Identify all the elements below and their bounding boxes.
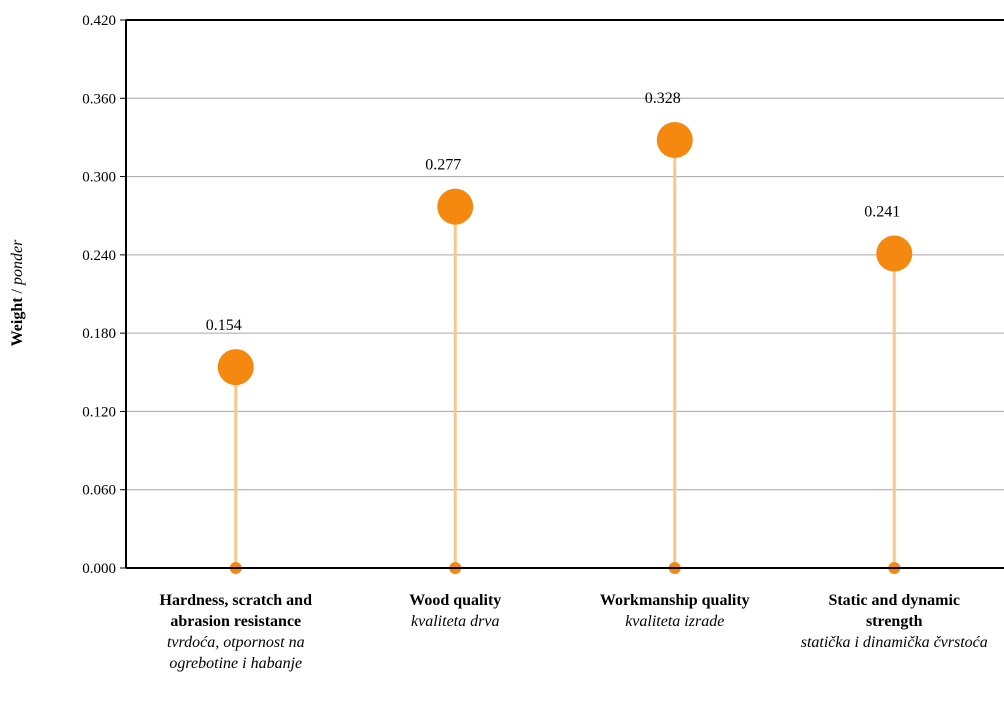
y-axis-label-separator: / — [9, 285, 26, 297]
category-label: Static and dynamic strength statička i d… — [799, 590, 989, 653]
value-marker — [656, 122, 693, 159]
category-label-en: Wood quality — [409, 592, 502, 609]
data-label: 0.277 — [425, 157, 461, 174]
category-label-hr: statička i dinamička čvrstoća — [800, 634, 988, 651]
y-tick-label: 0.300 — [82, 170, 116, 186]
y-tick-label: 0.060 — [82, 483, 116, 499]
value-marker — [876, 235, 913, 272]
data-label: 0.154 — [206, 317, 242, 334]
y-tick-label: 0.000 — [82, 561, 116, 577]
y-tick-label: 0.240 — [82, 248, 116, 264]
category-label-en: Hardness, scratch and abrasion resistanc… — [159, 592, 312, 630]
data-labels: 0.154 0.277 0.328 0.241 — [206, 90, 901, 334]
markers — [217, 122, 913, 574]
y-axis-label: Weight / ponder — [9, 239, 26, 346]
y-tick-label: 0.120 — [82, 404, 116, 420]
y-axis-label-alt: ponder — [9, 239, 26, 286]
y-tick-label: 0.360 — [82, 91, 116, 107]
category-label: Wood quality kvaliteta drva — [360, 590, 550, 632]
y-tick-label: 0.180 — [82, 326, 116, 342]
category-label-en: Static and dynamic strength — [828, 592, 961, 630]
category-label-en: Workmanship quality — [599, 592, 750, 609]
grid-lines — [126, 19, 1004, 491]
category-label: Workmanship quality kvaliteta izrade — [580, 590, 770, 632]
value-marker — [217, 349, 254, 386]
stems — [234, 140, 896, 568]
category-label: Hardness, scratch and abrasion resistanc… — [141, 590, 331, 674]
category-label-hr: tvrdoća, otpornost na ogrebotine i haban… — [166, 634, 305, 672]
category-label-hr: kvaliteta izrade — [625, 613, 725, 630]
y-tick-label: 0.420 — [82, 13, 116, 29]
value-marker — [437, 188, 474, 225]
y-tick-labels: 0.000 0.060 0.120 0.180 0.240 0.300 0.360 0.420 — [82, 13, 126, 577]
y-axis-label-main: Weight — [9, 297, 26, 347]
data-label: 0.328 — [645, 90, 681, 107]
category-label-hr: kvaliteta drva — [411, 613, 500, 630]
data-label: 0.241 — [864, 204, 900, 221]
